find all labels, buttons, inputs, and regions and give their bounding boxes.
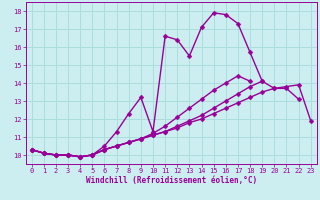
X-axis label: Windchill (Refroidissement éolien,°C): Windchill (Refroidissement éolien,°C) (86, 176, 257, 185)
